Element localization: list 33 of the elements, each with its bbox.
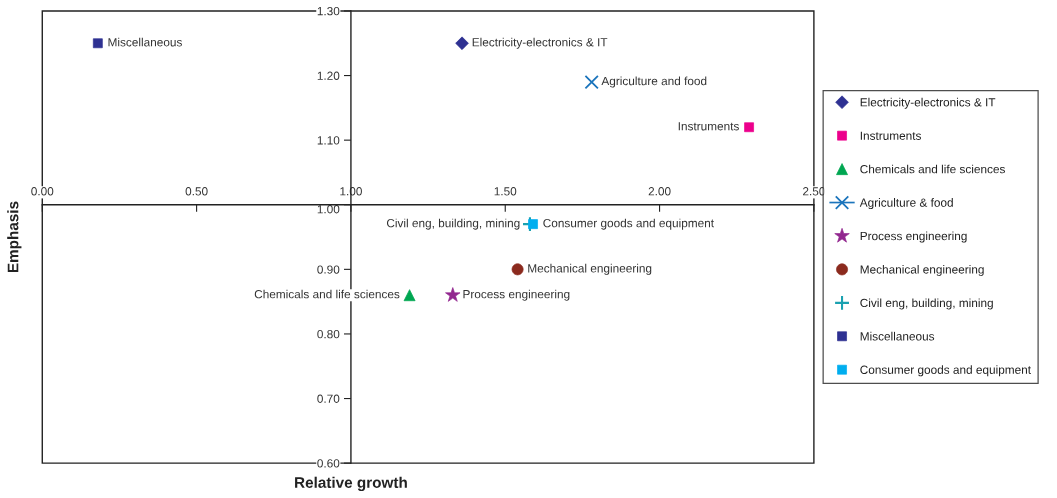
- legend-label: Civil eng, building, mining: [860, 298, 993, 310]
- y-tick-label: 1.00: [317, 205, 340, 214]
- y-tick-label: 0.90: [317, 265, 340, 274]
- annotation: Consumer goods and equipment: [543, 218, 714, 230]
- y-tick-label: 0.60: [317, 459, 340, 468]
- y-tick-label: 0.80: [317, 329, 340, 339]
- legend-label: Chemicals and life sciences: [860, 164, 1005, 174]
- x-axis-title: Relative growth: [295, 476, 407, 492]
- x-tick-label: 0.50: [185, 187, 208, 196]
- y-tick-label: 1.20: [317, 71, 340, 80]
- x-tick-label: 0.00: [31, 187, 54, 196]
- y-tick-label: 1.30: [317, 6, 340, 16]
- legend-label: Process engineering: [860, 231, 967, 243]
- legend-label: Miscellaneous: [860, 331, 935, 341]
- annotation: Instruments: [678, 122, 739, 131]
- annotation: Miscellaneous: [108, 37, 182, 47]
- annotation: Civil eng, building, mining: [386, 218, 520, 230]
- annotation: Process engineering: [463, 289, 570, 301]
- legend-label: Agriculture & food: [859, 198, 953, 210]
- point: [584, 74, 599, 90]
- x-tick-label: 1.50: [494, 187, 517, 196]
- annotation: Chemicals and life sciences: [254, 289, 400, 299]
- legend-label: Mechanical engineering: [860, 264, 984, 276]
- legend-label: Consumer goods and equipment: [860, 365, 1031, 377]
- x-tick-label: 2.00: [648, 187, 671, 196]
- y-tick-label: 1.10: [317, 136, 340, 145]
- annotation: Agriculture and food: [601, 76, 707, 88]
- legend-label: Instruments: [860, 131, 921, 140]
- legend-label: Electricity-electronics & IT: [860, 97, 996, 109]
- annotation: Electricity-electronics & IT: [472, 37, 608, 49]
- y-tick-label: 0.70: [317, 394, 340, 403]
- y-axis-title: Emphasis: [7, 201, 22, 273]
- annotation: Mechanical engineering: [528, 263, 652, 275]
